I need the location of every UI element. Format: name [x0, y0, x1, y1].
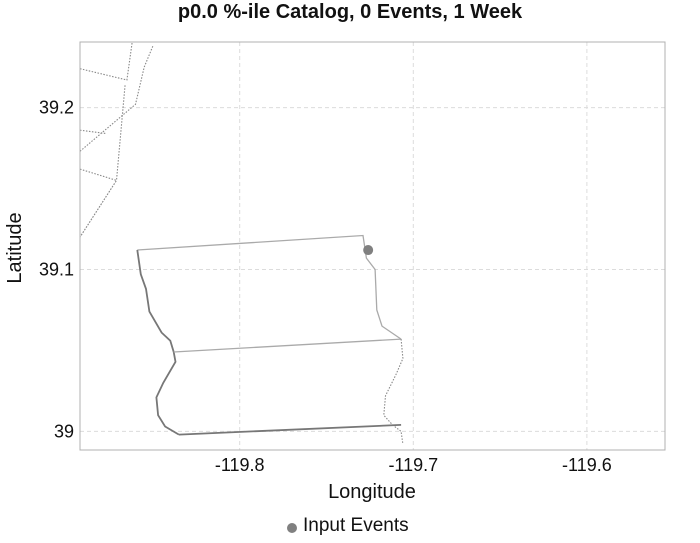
legend-label: Input Events [303, 515, 409, 536]
boundary-line-2 [79, 129, 107, 135]
boundary-line-6 [173, 338, 402, 353]
data-points [363, 245, 374, 256]
boundary-line-0 [79, 45, 154, 152]
legend: Input Events [287, 515, 409, 536]
boundary-line-1 [79, 42, 133, 81]
boundary-line-5 [136, 249, 180, 436]
y-tick-label-1: 39.1 [39, 259, 74, 279]
plot-frame [79, 41, 666, 451]
x-tick-label-0: -119.8 [215, 455, 265, 475]
boundary-lines [79, 42, 404, 445]
y-axis-label: Latitude [4, 212, 26, 283]
y-tick-labels: 39 39.1 39.2 [39, 98, 74, 442]
chart-title: p0.0 %-ile Catalog, 0 Events, 1 Week [178, 1, 523, 23]
boundary-line-7 [383, 339, 404, 445]
boundary-line-8 [178, 424, 402, 436]
boundary-line-4 [137, 234, 402, 340]
grid [80, 42, 665, 450]
event-point-0-0 [363, 245, 374, 256]
y-tick-label-0: 39 [54, 421, 74, 441]
legend-marker [287, 523, 297, 533]
y-tick-label-2: 39.2 [39, 98, 74, 118]
x-tick-label-2: -119.6 [562, 455, 612, 475]
x-tick-label-1: -119.7 [388, 455, 438, 475]
x-axis-label: Longitude [328, 481, 416, 503]
x-tick-labels: -119.8 -119.7 -119.6 [215, 455, 612, 475]
